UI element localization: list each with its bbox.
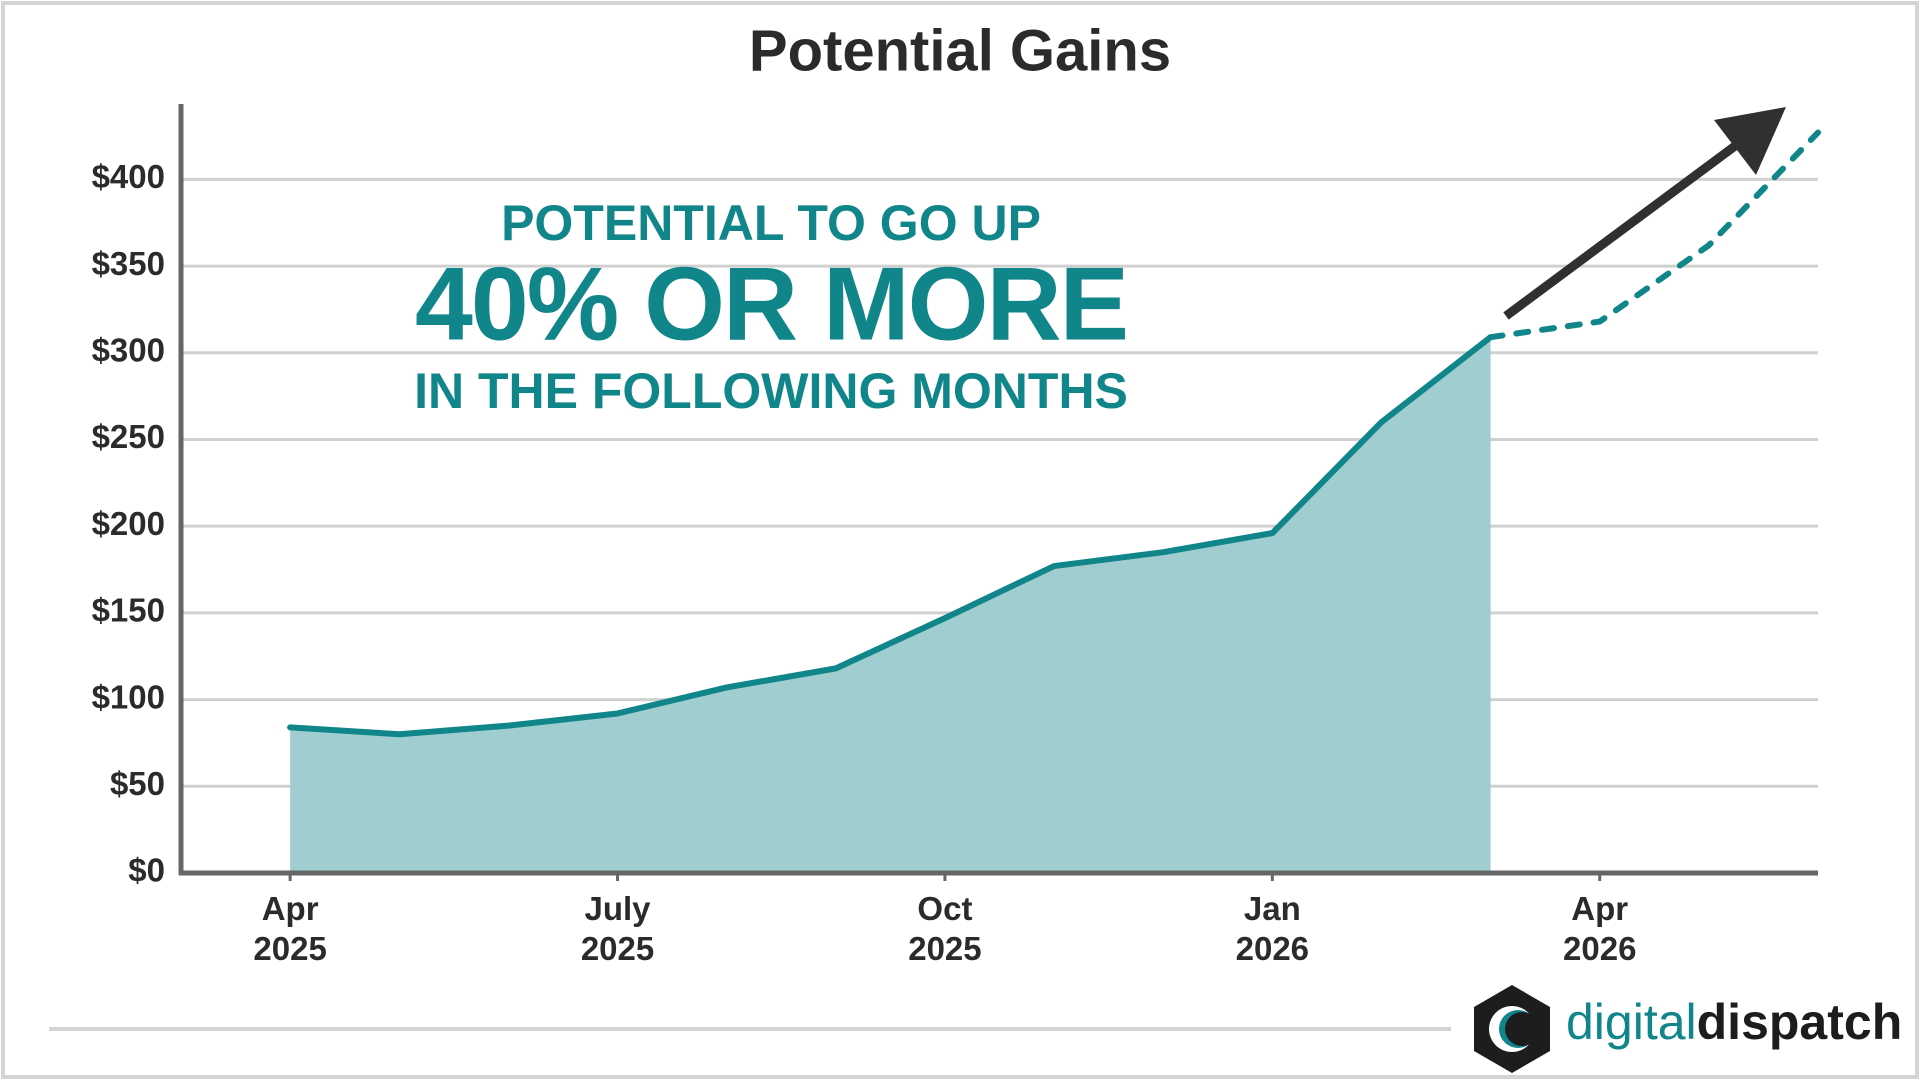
y-tick-label: $400 — [92, 158, 165, 195]
y-tick-label: $300 — [92, 331, 165, 368]
x-tick-label: Oct 2025 — [908, 890, 981, 967]
annotation: IN THE FOLLOWING MONTHS — [414, 363, 1128, 419]
line — [1487, 129, 1821, 341]
y-tick-label: $250 — [92, 418, 165, 455]
plot: $0 $50 $100 $150 $200 $250 $300 $350 $400 Apr 2025… — [92, 104, 1821, 967]
y-tick-label: $0 — [128, 852, 165, 889]
arrow-head — [1714, 107, 1786, 175]
line — [287, 334, 1494, 738]
y-tick-label: $200 — [92, 505, 165, 542]
x-tick-label: Apr 2025 — [253, 890, 326, 967]
x-tick-label: Apr 2026 — [1563, 890, 1636, 967]
y-tick-label: $50 — [110, 765, 165, 802]
x-tick-label: July 2025 — [581, 890, 654, 967]
area — [290, 337, 1491, 874]
logo-text: digitaldispatch — [1566, 994, 1902, 1050]
trend-arrow — [1503, 107, 1786, 320]
chart-title: Potential Gains — [749, 18, 1171, 83]
y-tick-label: $150 — [92, 592, 165, 629]
logo-shadow — [1505, 1012, 1539, 1046]
annotation: 40% OR MORE — [415, 246, 1127, 362]
annotation: POTENTIAL TO GO UP — [501, 195, 1041, 251]
x-tick-label: Jan 2026 — [1236, 890, 1309, 967]
y-tick-label: $100 — [92, 678, 165, 715]
logo-word: dispatch — [1697, 994, 1903, 1050]
logo-word: digital — [1566, 994, 1697, 1050]
y-tick-label: $350 — [92, 245, 165, 282]
logo: digitaldispatch — [1474, 985, 1902, 1073]
arrow-shaft — [1503, 142, 1738, 320]
